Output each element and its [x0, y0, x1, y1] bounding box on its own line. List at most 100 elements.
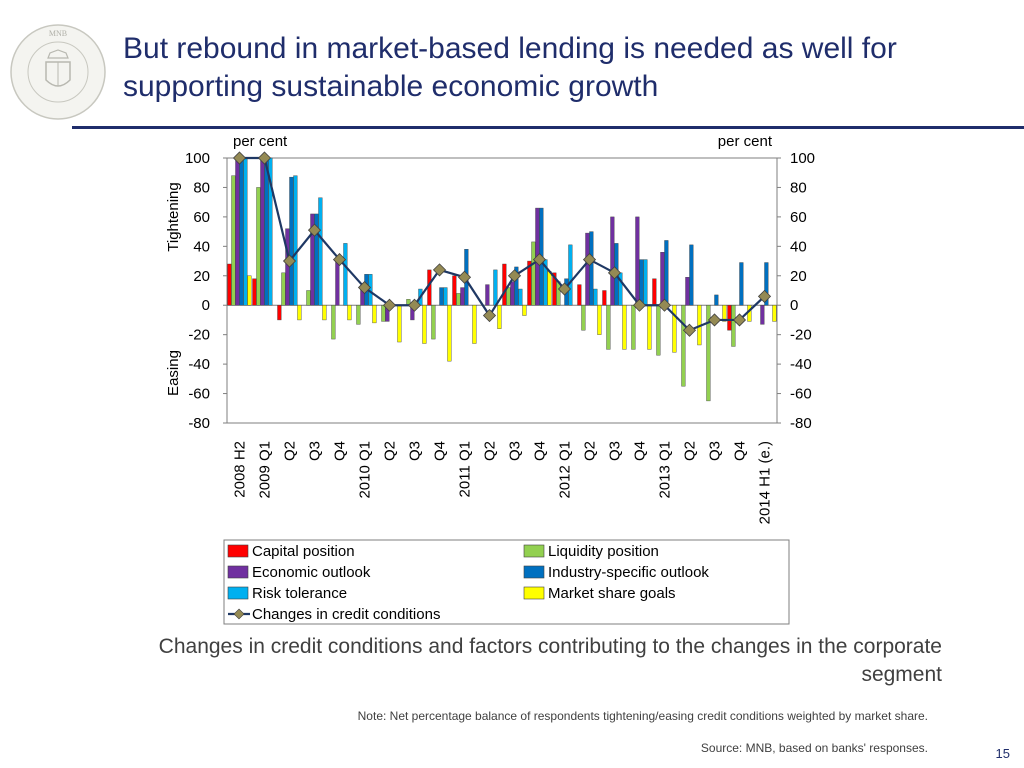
- bar-industry: [289, 176, 294, 306]
- legend: [223, 539, 790, 625]
- bar-market: [622, 305, 627, 350]
- bar-market: [247, 275, 252, 306]
- credit-conditions-marker: [657, 298, 672, 312]
- bar-capital: [277, 305, 282, 321]
- bar-market: [522, 305, 527, 316]
- legend-label: Economic outlook: [252, 564, 371, 581]
- bar-liquidity: [281, 272, 286, 306]
- y-tick-label-left: -80: [188, 415, 210, 432]
- bar-market: [322, 305, 327, 321]
- bar-liquidity: [606, 305, 611, 350]
- bar-liquidity: [681, 305, 686, 387]
- x-tick-label: Q3: [407, 441, 424, 461]
- bar-economic: [235, 157, 240, 306]
- credit-conditions-line: [239, 156, 766, 332]
- credit-conditions-marker: [457, 270, 472, 284]
- bar-industry: [514, 266, 519, 306]
- legend-label: Risk tolerance: [252, 585, 347, 602]
- x-tick-label: Q4: [632, 441, 649, 461]
- legend-marker-swatch: [233, 608, 245, 620]
- bar-market: [497, 305, 502, 329]
- legend-label: Liquidity position: [548, 543, 659, 560]
- bar-capital: [502, 263, 507, 306]
- bar-liquidity: [506, 287, 511, 306]
- bar-market: [472, 305, 477, 344]
- bar-industry: [589, 231, 594, 306]
- bar-market: [297, 305, 302, 321]
- bar-economic: [760, 305, 765, 325]
- bar-market: [447, 305, 452, 362]
- bar-economic: [485, 284, 490, 306]
- legend-label: Industry-specific outlook: [548, 564, 709, 581]
- x-tick-label: 2010 Q1: [357, 441, 374, 499]
- bar-capital: [602, 290, 607, 306]
- y-tick-label-right: 100: [790, 150, 815, 167]
- legend-label: Capital position: [252, 543, 355, 560]
- credit-conditions-marker: [632, 298, 647, 312]
- credit-conditions-marker: [257, 151, 272, 165]
- y-tick-label-left: -20: [188, 327, 210, 344]
- bar-industry: [664, 240, 669, 306]
- x-tick-label: Q4: [332, 441, 349, 461]
- bar-market: [772, 305, 777, 322]
- bar-risk: [443, 287, 448, 306]
- bar-capital: [227, 263, 232, 306]
- x-tick-label: Q2: [382, 441, 399, 461]
- y-tick-label-right: -40: [790, 356, 812, 373]
- credit-conditions-marker: [582, 253, 597, 267]
- bar-market: [722, 305, 727, 322]
- bar-industry: [639, 259, 644, 306]
- x-tick-label: Q2: [682, 441, 699, 461]
- x-tick-label: Q4: [432, 441, 449, 461]
- x-tick-label: 2012 Q1: [557, 441, 574, 499]
- bar-capital: [252, 278, 257, 306]
- x-tick-label: 2014 H1 (e.): [757, 441, 774, 524]
- bar-economic: [510, 281, 515, 306]
- x-tick-label: 2013 Q1: [657, 441, 674, 499]
- legend-swatch-economic: [227, 565, 249, 579]
- legend-label: Market share goals: [548, 585, 676, 602]
- left-axis-unit: per cent: [233, 133, 288, 150]
- y-tick-label-left: -60: [188, 386, 210, 403]
- y-tick-label-right: 40: [790, 238, 807, 255]
- bar-economic: [285, 228, 290, 306]
- bar-economic: [310, 213, 315, 306]
- bar-capital: [552, 272, 557, 306]
- bar-liquidity: [581, 305, 586, 331]
- bar-risk: [293, 175, 298, 306]
- x-tick-label: Q3: [607, 441, 624, 461]
- y-tick-label-left: -40: [188, 356, 210, 373]
- bar-industry: [689, 244, 694, 306]
- bar-risk: [318, 197, 323, 306]
- bar-liquidity: [456, 293, 461, 306]
- bar-industry: [314, 213, 319, 306]
- bar-risk: [343, 243, 348, 306]
- credit-conditions-marker: [607, 266, 622, 280]
- legend-swatch-risk: [227, 586, 249, 600]
- bar-market: [347, 305, 352, 321]
- title-divider: [72, 126, 1024, 129]
- footnote: Note: Net percentage balance of responde…: [357, 709, 928, 723]
- credit-conditions-marker: [382, 298, 397, 312]
- bar-economic: [585, 232, 590, 306]
- legend-swatch-liquidity: [523, 544, 545, 558]
- y-tick-label-left: 0: [202, 297, 210, 314]
- bar-economic: [660, 252, 665, 306]
- y-tick-label-right: 60: [790, 209, 807, 226]
- y-tick-label-right: 0: [790, 297, 798, 314]
- y-label-easing: Easing: [165, 350, 182, 396]
- legend-swatch-industry: [523, 565, 545, 579]
- bar-market: [397, 305, 402, 343]
- credit-conditions-marker: [482, 308, 497, 323]
- bar-liquidity: [556, 281, 561, 306]
- slide-title: But rebound in market-based lending is n…: [123, 32, 897, 103]
- y-tick-label-right: -80: [790, 415, 812, 432]
- bar-capital: [577, 284, 582, 306]
- x-tick-label: 2008 H2: [232, 441, 249, 498]
- plot-area: [226, 157, 778, 424]
- credit-conditions-marker: [282, 254, 297, 268]
- x-tick-label: Q4: [732, 441, 749, 461]
- right-axis-unit: per cent: [718, 133, 773, 150]
- chart-caption: Changes in credit conditions and factors…: [158, 635, 942, 686]
- credit-conditions-marker: [357, 280, 372, 295]
